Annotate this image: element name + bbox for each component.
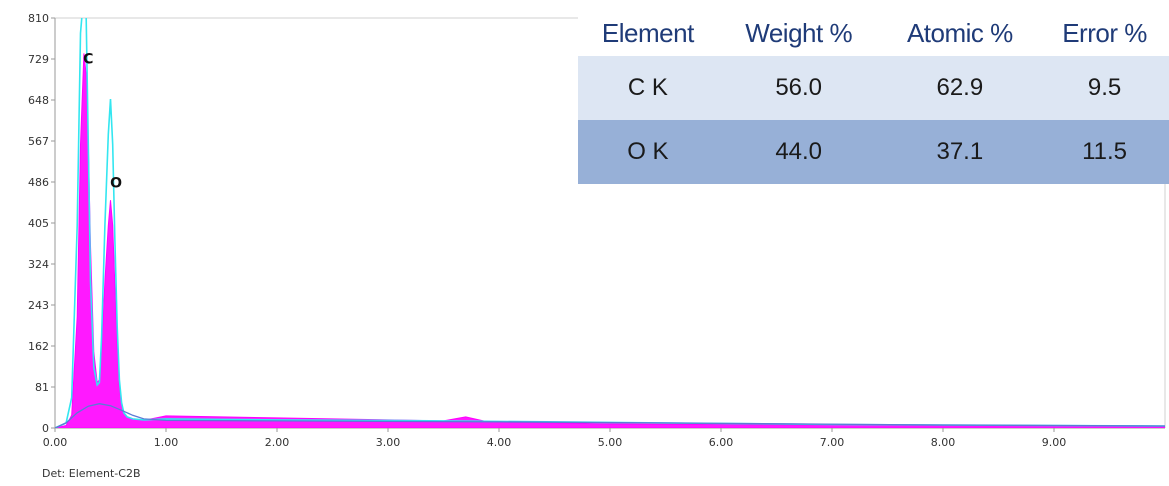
y-tick-label: 0 [42,422,49,435]
y-tick-label: 486 [28,176,49,189]
table-row: O K 44.0 37.1 11.5 [578,120,1169,184]
column-header-weight: Weight % [717,10,880,56]
cell-atomic: 37.1 [879,120,1041,184]
cell-element: O K [578,120,718,184]
x-tick-label: 3.00 [376,436,401,449]
x-axis: 0.00 1.00 2.00 3.00 4.00 5.00 6.00 7.00 8.00 9.00 [43,428,1067,449]
y-tick-label: 405 [28,217,49,230]
x-tick-label: 9.00 [1042,436,1067,449]
x-tick-label: 0.00 [43,436,68,449]
series-layer [55,18,1165,428]
y-tick-label: 729 [28,53,49,66]
y-tick-label: 81 [35,381,49,394]
detector-label: Det: Element-C2B [42,467,141,480]
x-tick-label: 2.00 [265,436,290,449]
y-tick-label: 810 [28,12,49,25]
series-background-line [55,403,1165,428]
table-header-row: Element Weight % Atomic % Error % [578,10,1169,56]
cell-weight: 56.0 [717,56,880,120]
table-row: C K 56.0 62.9 9.5 [578,56,1169,120]
y-tick-label: 648 [28,94,49,107]
cell-error: 9.5 [1040,56,1169,120]
y-tick-label: 324 [28,258,49,271]
cell-error: 11.5 [1040,120,1169,184]
y-tick-label: 162 [28,340,49,353]
x-tick-label: 1.00 [154,436,179,449]
column-header-atomic: Atomic % [879,10,1041,56]
quantification-table: Element Weight % Atomic % Error % C K 56… [578,10,1169,184]
cell-weight: 44.0 [717,120,880,184]
x-tick-label: 4.00 [487,436,512,449]
peak-annotations: CO [83,52,122,192]
peak-label: O [110,176,122,192]
column-header-error: Error % [1040,10,1169,56]
y-tick-label: 567 [28,135,49,148]
y-tick-label: 243 [28,299,49,312]
y-axis: 0 81 162 243 324 405 486 567 648 729 810 [28,12,55,435]
peak-label: C [83,52,93,68]
x-tick-label: 8.00 [931,436,956,449]
cell-atomic: 62.9 [879,56,1041,120]
x-tick-label: 7.00 [820,436,845,449]
x-tick-label: 5.00 [598,436,623,449]
x-tick-label: 6.00 [709,436,734,449]
cell-element: C K [578,56,718,120]
column-header-element: Element [578,10,718,56]
